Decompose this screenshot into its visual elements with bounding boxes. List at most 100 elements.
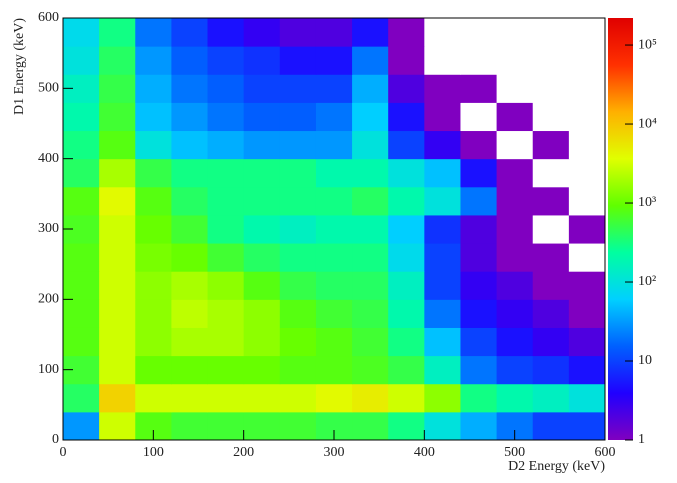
heatmap-cell bbox=[388, 102, 425, 132]
heatmap-cell bbox=[460, 411, 498, 441]
heatmap-cell bbox=[99, 299, 136, 328]
heatmap-cell bbox=[135, 74, 172, 103]
heatmap-cell bbox=[171, 271, 209, 300]
heatmap-cell bbox=[207, 46, 245, 75]
heatmap-cell bbox=[99, 158, 136, 188]
heatmap-cell bbox=[424, 74, 461, 103]
heatmap-cell bbox=[496, 271, 534, 300]
heatmap-cell bbox=[279, 18, 317, 47]
heatmap-cell bbox=[99, 102, 136, 132]
heatmap-cell bbox=[460, 130, 498, 160]
heatmap-cell bbox=[135, 271, 172, 300]
heatmap-cell bbox=[460, 102, 498, 132]
y-tick-label: 500 bbox=[38, 81, 59, 96]
heatmap-cell bbox=[568, 327, 606, 357]
heatmap-cell bbox=[315, 299, 353, 328]
heatmap-cell bbox=[135, 102, 172, 132]
heatmap-cell bbox=[424, 411, 461, 441]
heatmap-cell bbox=[388, 299, 425, 328]
heatmap-cell bbox=[171, 214, 209, 244]
heatmap-cell bbox=[496, 130, 534, 160]
heatmap-cell bbox=[496, 383, 534, 413]
heatmap-cell bbox=[532, 327, 570, 357]
heatmap-cell bbox=[171, 130, 209, 160]
y-tick-label: 200 bbox=[38, 292, 59, 307]
heatmap-cell bbox=[315, 158, 353, 188]
z-tick-label: 10 bbox=[638, 353, 652, 368]
heatmap-cell bbox=[424, 271, 461, 300]
heatmap-cell bbox=[207, 383, 245, 413]
x-tick-label: 300 bbox=[324, 445, 345, 460]
heatmap-cell bbox=[63, 186, 100, 216]
heatmap-cell bbox=[532, 214, 570, 244]
heatmap-cell bbox=[99, 411, 136, 441]
heatmap-cell bbox=[243, 299, 281, 328]
heatmap-cell bbox=[99, 355, 136, 385]
heatmap-cell bbox=[315, 74, 353, 103]
heatmap-cell bbox=[388, 186, 425, 216]
heatmap-cell bbox=[135, 383, 172, 413]
heatmap-cell bbox=[388, 243, 425, 272]
heatmap-cell bbox=[243, 243, 281, 272]
heatmap-cell bbox=[352, 383, 389, 413]
heatmap-cell bbox=[171, 243, 209, 272]
heatmap-cell bbox=[388, 327, 425, 357]
heatmap-cell bbox=[496, 214, 534, 244]
heatmap-cell bbox=[424, 18, 461, 47]
heatmap-cell bbox=[99, 271, 136, 300]
heatmap-cell bbox=[207, 355, 245, 385]
heatmap-cell bbox=[243, 411, 281, 441]
heatmap-cell bbox=[315, 102, 353, 132]
heatmap-cell bbox=[243, 327, 281, 357]
heatmap-cell bbox=[315, 327, 353, 357]
heatmap-cell bbox=[568, 383, 606, 413]
heatmap-cell bbox=[424, 186, 461, 216]
heatmap-cell bbox=[315, 355, 353, 385]
heatmap-cell bbox=[568, 243, 606, 272]
heatmap-cell bbox=[243, 186, 281, 216]
heatmap-cell bbox=[352, 243, 389, 272]
heatmap-cell bbox=[171, 299, 209, 328]
heatmap-cell bbox=[568, 46, 606, 75]
heatmap-cell bbox=[315, 18, 353, 47]
heatmap-cell bbox=[496, 299, 534, 328]
heatmap-cell bbox=[568, 130, 606, 160]
heatmap-cell bbox=[460, 271, 498, 300]
y-tick-label: 600 bbox=[38, 10, 59, 25]
heatmap-cell bbox=[135, 327, 172, 357]
heatmap-cell bbox=[315, 271, 353, 300]
heatmap-cell bbox=[532, 130, 570, 160]
heatmap-cell bbox=[243, 46, 281, 75]
heatmap-cell bbox=[568, 299, 606, 328]
y-axis-label: D1 Energy (keV) bbox=[12, 18, 27, 115]
heatmap-cell bbox=[135, 130, 172, 160]
heatmap-cell bbox=[568, 271, 606, 300]
x-axis-label: D2 Energy (keV) bbox=[508, 459, 605, 474]
x-tick-label: 500 bbox=[504, 445, 525, 460]
heatmap-cell bbox=[243, 383, 281, 413]
heatmap-cell bbox=[315, 243, 353, 272]
heatmap-cell bbox=[207, 102, 245, 132]
heatmap-cell bbox=[496, 243, 534, 272]
heatmap-cell bbox=[424, 130, 461, 160]
heatmap-cell bbox=[135, 186, 172, 216]
heatmap-cell bbox=[496, 74, 534, 103]
heatmap-cell bbox=[279, 74, 317, 103]
heatmap-cell bbox=[99, 327, 136, 357]
z-tick-label: 10⁵ bbox=[638, 37, 657, 52]
heatmap-cell bbox=[352, 214, 389, 244]
heatmap-cell bbox=[568, 74, 606, 103]
heatmap-cell bbox=[568, 186, 606, 216]
heatmap-cell bbox=[63, 411, 100, 441]
heatmap-cell bbox=[568, 214, 606, 244]
heatmap-cell bbox=[135, 46, 172, 75]
heatmap-cell bbox=[568, 102, 606, 132]
heatmap-cell bbox=[352, 271, 389, 300]
heatmap-cell bbox=[352, 299, 389, 328]
heatmap-cell bbox=[243, 271, 281, 300]
heatmap-cell bbox=[99, 186, 136, 216]
heatmap-cell bbox=[279, 186, 317, 216]
heatmap-cell bbox=[460, 299, 498, 328]
heatmap-cell bbox=[315, 130, 353, 160]
